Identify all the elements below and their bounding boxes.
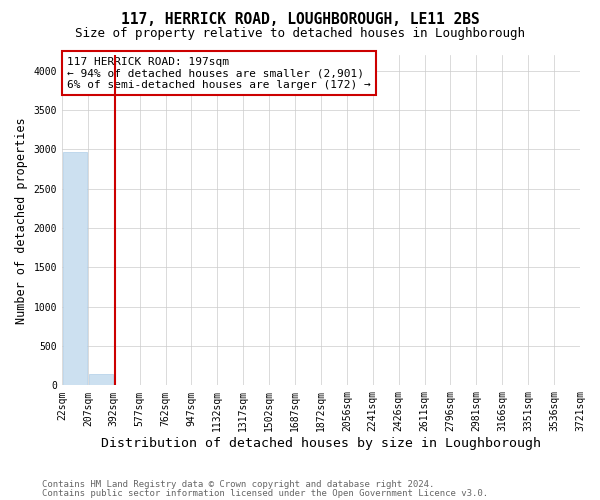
Text: Size of property relative to detached houses in Loughborough: Size of property relative to detached ho… bbox=[75, 28, 525, 40]
Y-axis label: Number of detached properties: Number of detached properties bbox=[15, 117, 28, 324]
Bar bbox=[63, 152, 87, 386]
X-axis label: Distribution of detached houses by size in Loughborough: Distribution of detached houses by size … bbox=[101, 437, 541, 450]
Text: Contains public sector information licensed under the Open Government Licence v3: Contains public sector information licen… bbox=[42, 488, 488, 498]
Text: Contains HM Land Registry data © Crown copyright and database right 2024.: Contains HM Land Registry data © Crown c… bbox=[42, 480, 434, 489]
Bar bbox=[89, 374, 113, 386]
Text: 117 HERRICK ROAD: 197sqm
← 94% of detached houses are smaller (2,901)
6% of semi: 117 HERRICK ROAD: 197sqm ← 94% of detach… bbox=[67, 56, 371, 90]
Text: 117, HERRICK ROAD, LOUGHBOROUGH, LE11 2BS: 117, HERRICK ROAD, LOUGHBOROUGH, LE11 2B… bbox=[121, 12, 479, 28]
